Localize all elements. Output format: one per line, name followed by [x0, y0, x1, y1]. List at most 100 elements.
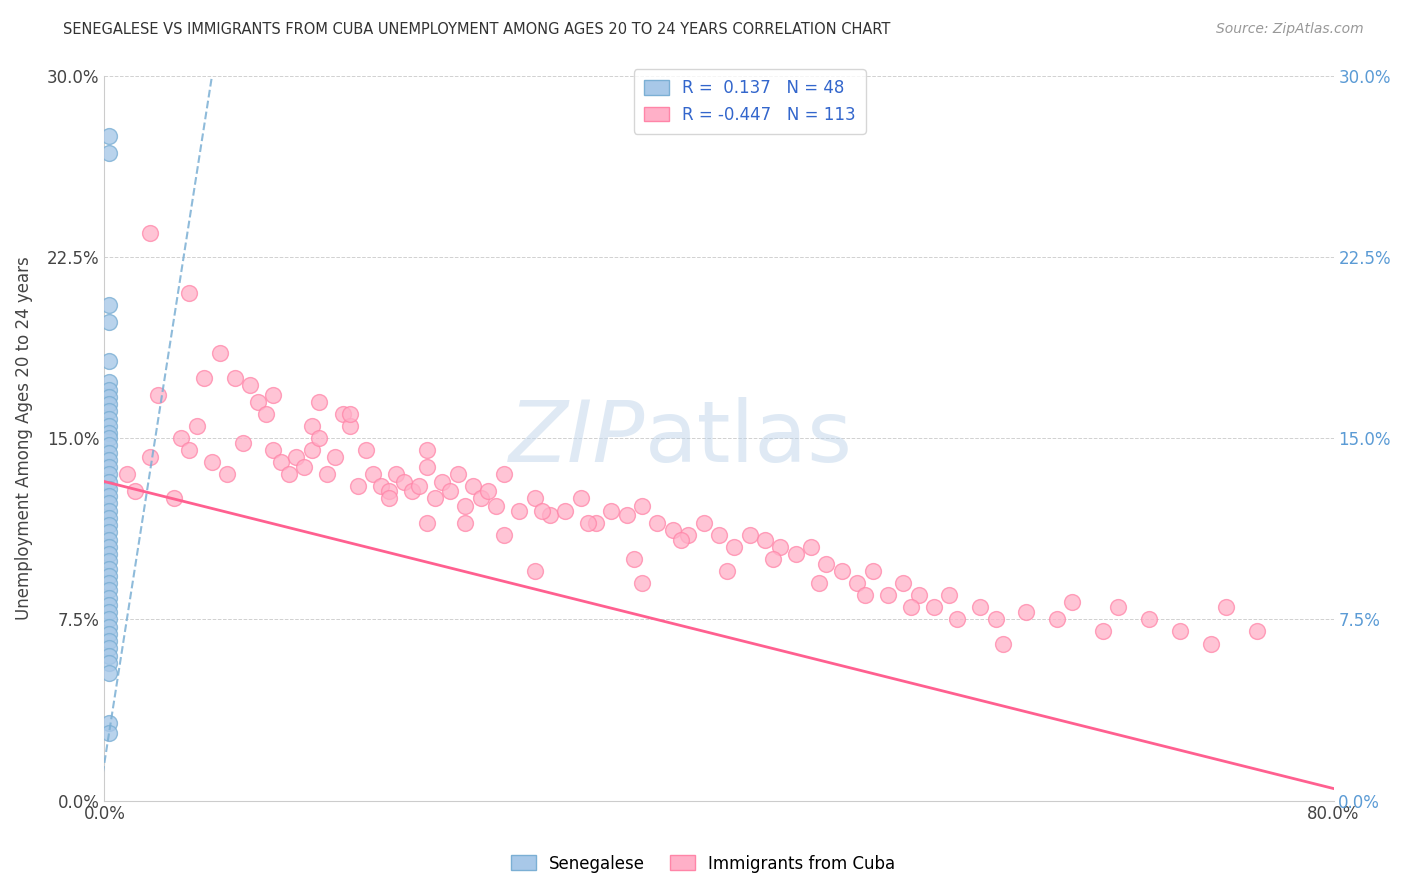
- Point: [846, 576, 869, 591]
- Point: [707, 527, 730, 541]
- Point: [208, 346, 231, 360]
- Point: [254, 407, 277, 421]
- Text: Source: ZipAtlas.com: Source: ZipAtlas.com: [1216, 22, 1364, 37]
- Point: [193, 370, 215, 384]
- Point: [569, 491, 592, 506]
- Point: [98, 390, 121, 404]
- Point: [432, 475, 454, 489]
- Point: [922, 600, 945, 615]
- Point: [98, 561, 121, 575]
- Point: [523, 564, 546, 578]
- Point: [323, 450, 346, 465]
- Point: [623, 552, 645, 566]
- Point: [600, 503, 623, 517]
- Point: [308, 394, 330, 409]
- Point: [98, 383, 121, 397]
- Point: [631, 576, 654, 591]
- Point: [98, 627, 121, 641]
- Point: [1015, 605, 1038, 619]
- Point: [98, 726, 121, 740]
- Point: [98, 547, 121, 561]
- Point: [98, 404, 121, 418]
- Point: [139, 450, 162, 465]
- Point: [669, 533, 692, 547]
- Point: [98, 605, 121, 619]
- Point: [98, 503, 121, 517]
- Point: [98, 426, 121, 441]
- Point: [285, 450, 308, 465]
- Point: [98, 460, 121, 475]
- Point: [853, 588, 876, 602]
- Point: [98, 576, 121, 591]
- Point: [98, 656, 121, 670]
- Point: [98, 145, 121, 160]
- Point: [292, 460, 315, 475]
- Point: [316, 467, 339, 482]
- Point: [98, 591, 121, 605]
- Point: [454, 499, 477, 513]
- Point: [98, 554, 121, 568]
- Point: [232, 436, 254, 450]
- Point: [98, 376, 121, 390]
- Point: [98, 540, 121, 554]
- Point: [807, 576, 830, 591]
- Point: [647, 516, 669, 530]
- Point: [98, 411, 121, 425]
- Point: [98, 482, 121, 496]
- Point: [723, 540, 745, 554]
- Point: [98, 298, 121, 312]
- Point: [754, 533, 776, 547]
- Point: [98, 665, 121, 680]
- Point: [98, 612, 121, 626]
- Point: [470, 491, 492, 506]
- Point: [270, 455, 292, 469]
- Point: [98, 475, 121, 489]
- Point: [332, 407, 354, 421]
- Point: [377, 484, 399, 499]
- Point: [800, 540, 823, 554]
- Point: [461, 479, 484, 493]
- Point: [477, 484, 499, 499]
- Point: [1199, 636, 1222, 650]
- Point: [201, 455, 224, 469]
- Point: [239, 377, 262, 392]
- Point: [1246, 624, 1268, 639]
- Point: [186, 419, 208, 434]
- Point: [98, 438, 121, 452]
- Point: [262, 443, 284, 458]
- Point: [492, 527, 515, 541]
- Point: [416, 443, 439, 458]
- Point: [98, 716, 121, 731]
- Point: [277, 467, 299, 482]
- Point: [308, 431, 330, 445]
- Point: [891, 576, 914, 591]
- Point: [984, 612, 1007, 626]
- Point: [585, 516, 607, 530]
- Point: [98, 533, 121, 547]
- Point: [177, 443, 200, 458]
- Point: [301, 443, 323, 458]
- Point: [98, 467, 121, 482]
- Point: [1137, 612, 1160, 626]
- Point: [347, 479, 370, 493]
- Text: SENEGALESE VS IMMIGRANTS FROM CUBA UNEMPLOYMENT AMONG AGES 20 TO 24 YEARS CORREL: SENEGALESE VS IMMIGRANTS FROM CUBA UNEMP…: [63, 22, 890, 37]
- Point: [523, 491, 546, 506]
- Point: [361, 467, 384, 482]
- Point: [554, 503, 576, 517]
- Point: [538, 508, 561, 523]
- Point: [531, 503, 554, 517]
- Point: [98, 496, 121, 510]
- Point: [98, 452, 121, 467]
- Point: [162, 491, 184, 506]
- Point: [124, 484, 146, 499]
- Point: [408, 479, 430, 493]
- Point: [247, 394, 270, 409]
- Point: [815, 557, 838, 571]
- Point: [139, 226, 162, 240]
- Text: atlas: atlas: [645, 397, 853, 480]
- Point: [616, 508, 638, 523]
- Point: [716, 564, 738, 578]
- Point: [1092, 624, 1115, 639]
- Point: [354, 443, 377, 458]
- Point: [401, 484, 423, 499]
